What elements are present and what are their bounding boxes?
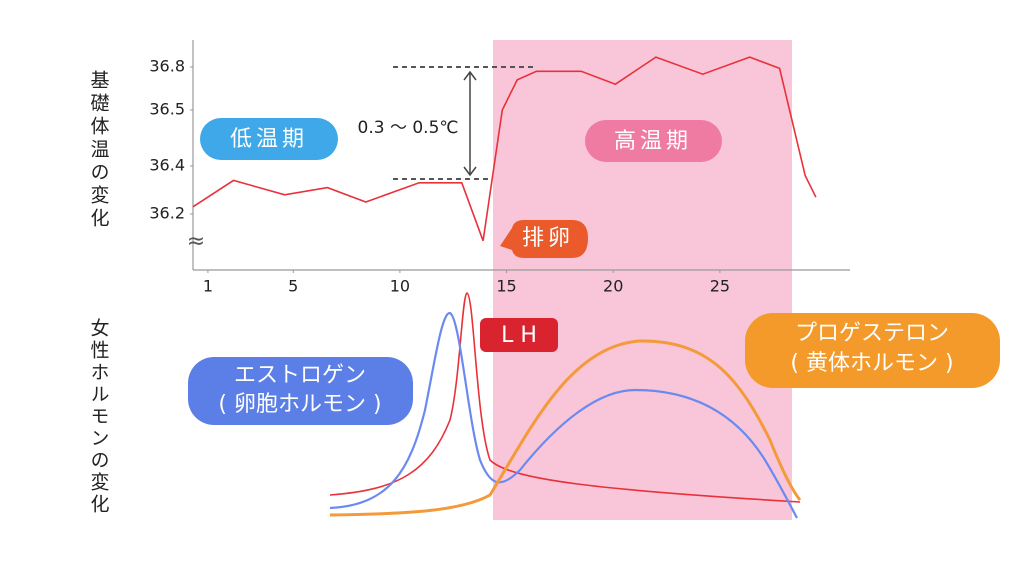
progesterone-label: ( 黄体ホルモン )	[790, 351, 953, 376]
high-pill	[585, 120, 722, 162]
lh-pill	[480, 318, 558, 352]
y-tick-label: 36.2	[149, 204, 185, 223]
ovulation-label: 排卵	[522, 226, 574, 251]
y-tick-label: 36.8	[149, 57, 185, 76]
progesterone-label: プロゲステロン	[795, 321, 949, 346]
x-tick-label: 1	[203, 277, 213, 296]
temperature-line	[192, 56, 817, 242]
x-tick-label: 20	[603, 277, 623, 296]
low-label: 低温期	[230, 127, 308, 152]
estrogen-pill	[188, 357, 413, 425]
y-axis-title: 基礎体温の変化	[88, 70, 110, 231]
estrogen-label: エストロゲン	[234, 363, 366, 388]
ovulation-pill	[500, 220, 588, 258]
y-tick-label: 36.4	[149, 156, 185, 175]
range-label: 0.3 〜 0.5℃	[358, 118, 459, 138]
x-tick-label: 5	[288, 277, 298, 296]
x-tick-label: 25	[710, 277, 730, 296]
estrogen-label: ( 卵胞ホルモン )	[218, 392, 381, 417]
progesterone-pill	[745, 313, 1000, 388]
lh-label: L H	[501, 323, 537, 348]
axes	[192, 40, 850, 271]
low-pill	[200, 118, 338, 160]
high-label: 高温期	[614, 129, 692, 154]
hormone-curves	[329, 292, 802, 519]
axis-break: ≈	[187, 229, 205, 254]
x-tick-label: 15	[496, 277, 516, 296]
range-arrow	[463, 70, 477, 177]
hormone-title: 女性ホルモンの変化	[88, 318, 110, 516]
y-tick-label: 36.5	[149, 100, 185, 119]
x-tick-label: 10	[390, 277, 410, 296]
